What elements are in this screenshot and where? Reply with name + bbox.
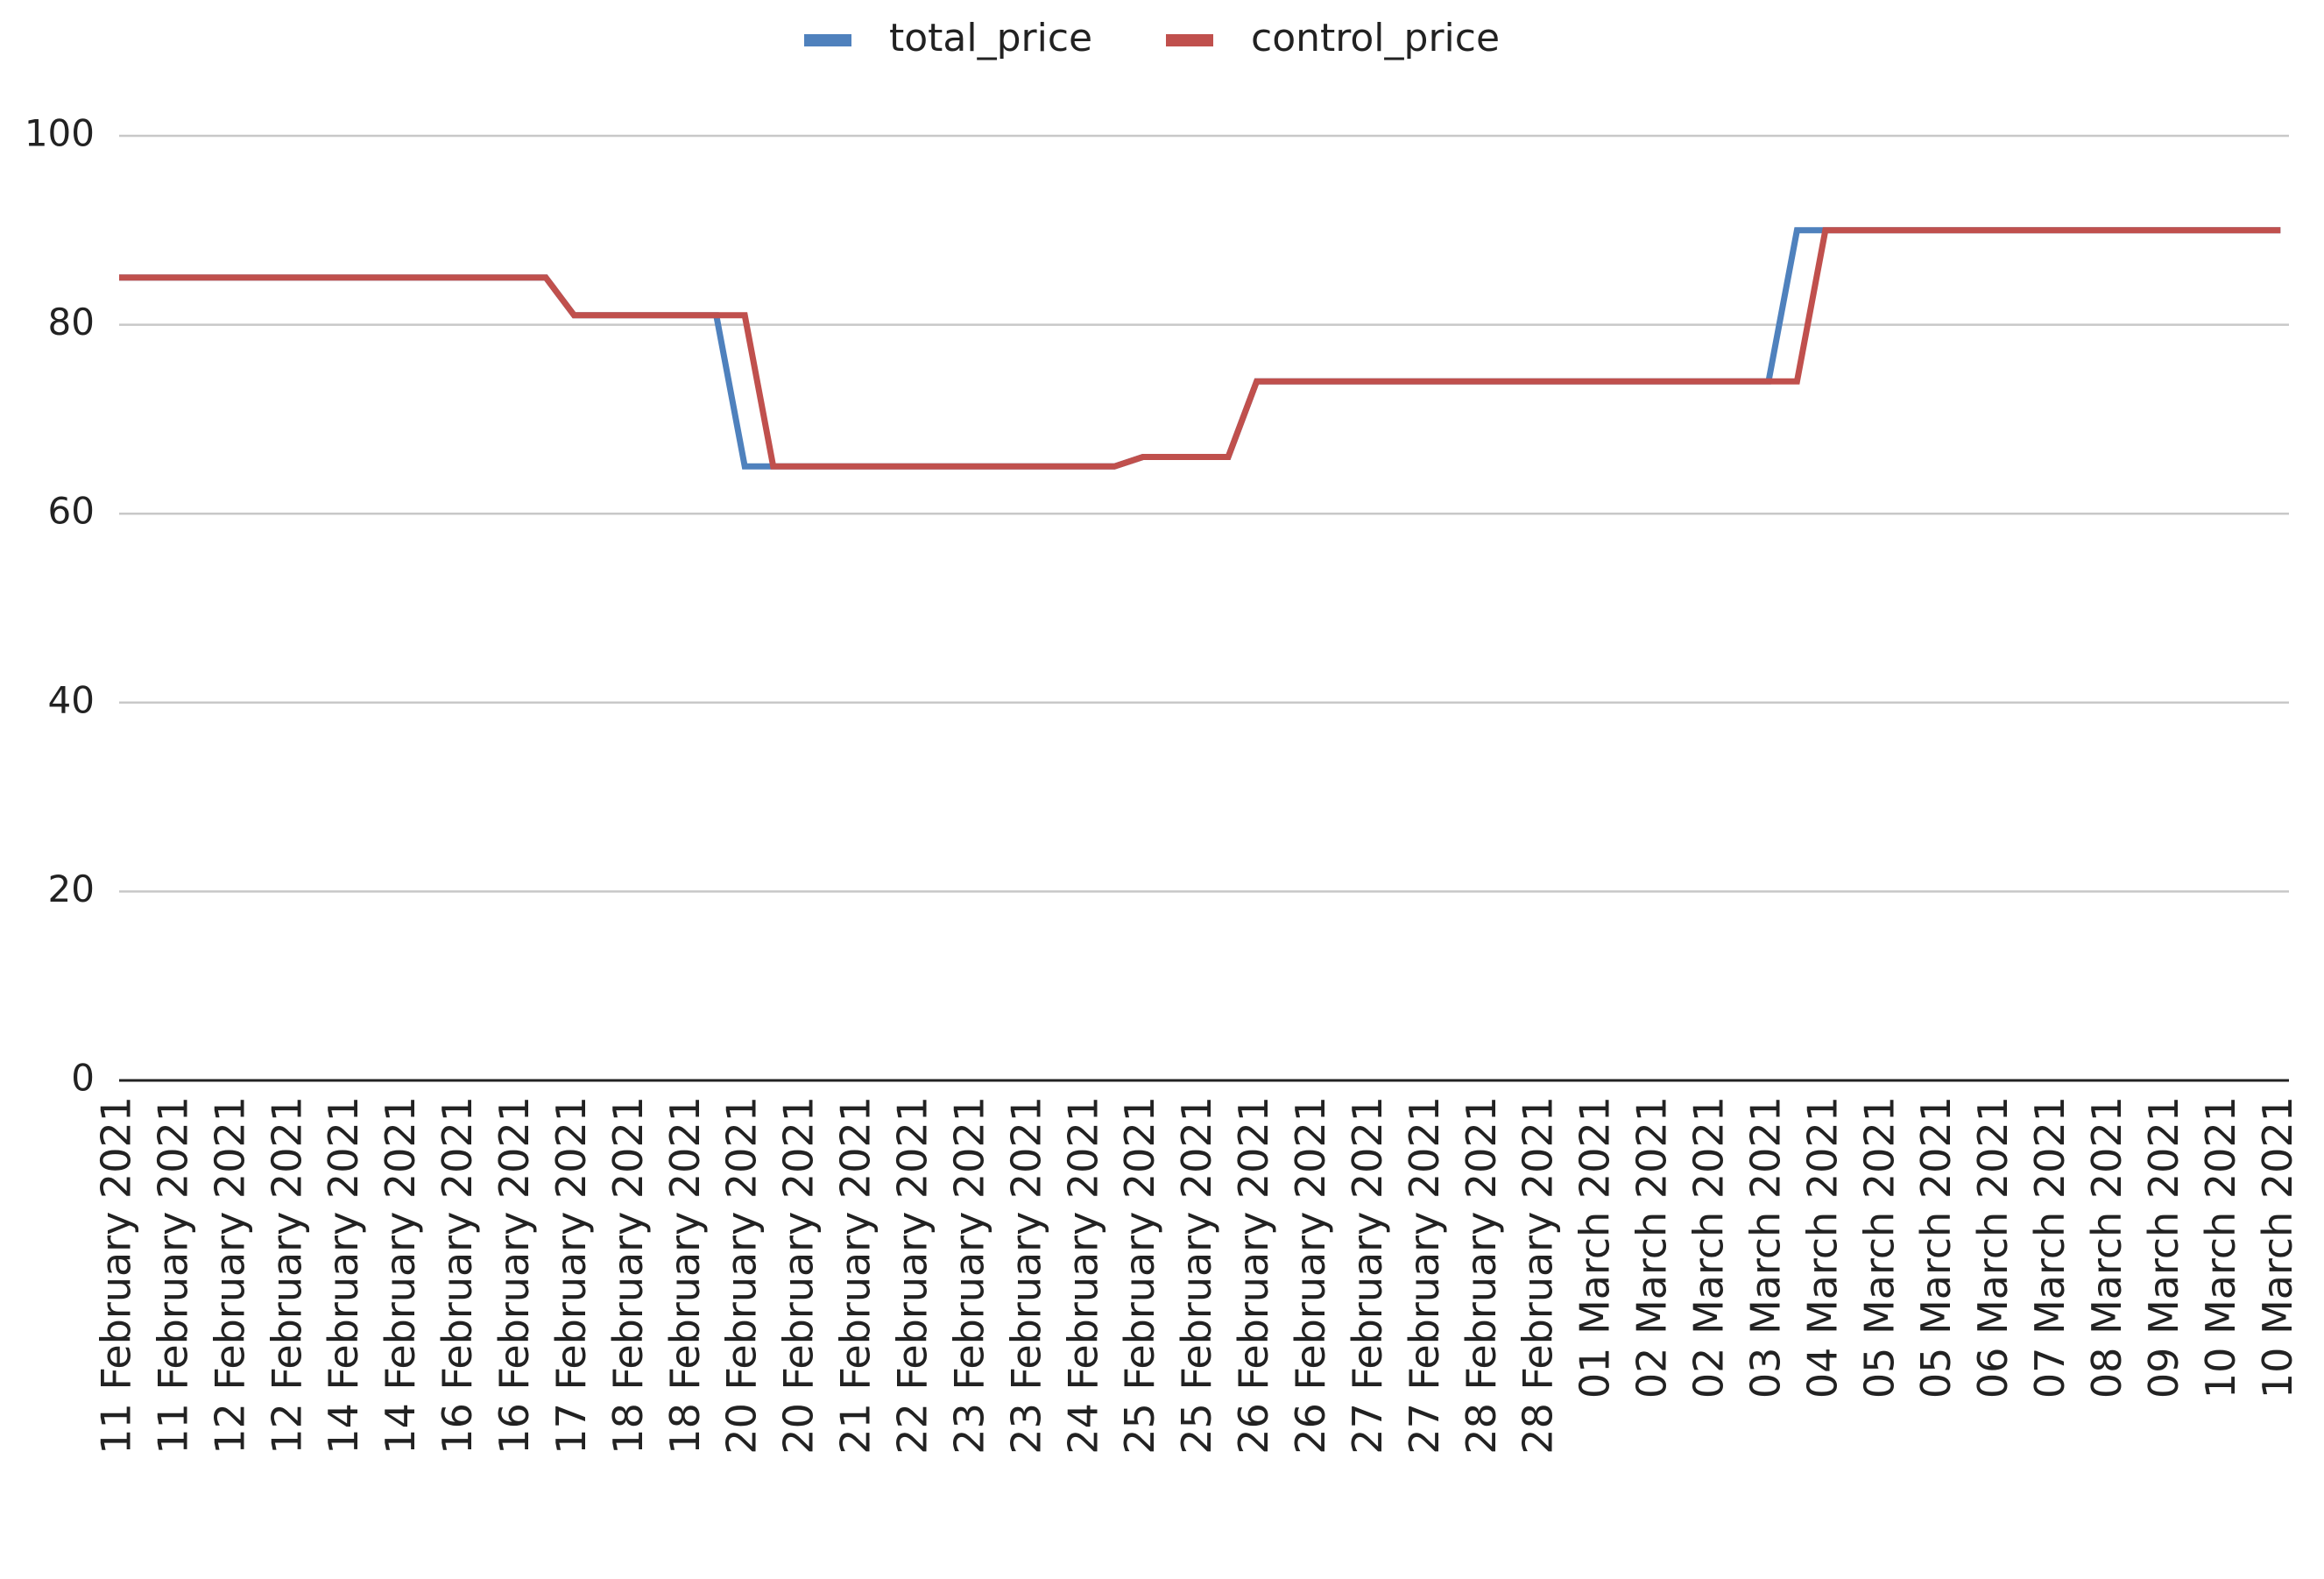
x-tick-label: 11 February 2021 bbox=[149, 1096, 196, 1455]
x-tick-label: 25 February 2021 bbox=[1173, 1096, 1220, 1455]
x-tick-label: 08 March 2021 bbox=[2083, 1096, 2130, 1398]
x-tick-label: 14 February 2021 bbox=[320, 1096, 367, 1455]
legend: total_price control_price bbox=[804, 16, 1500, 60]
x-tick-label: 10 March 2021 bbox=[2254, 1096, 2301, 1398]
x-tick-label: 26 February 2021 bbox=[1287, 1096, 1334, 1455]
y-tick-label: 80 bbox=[48, 301, 95, 343]
series-line bbox=[119, 227, 2281, 470]
x-tick-label: 23 February 2021 bbox=[945, 1096, 992, 1455]
x-tick-label: 12 February 2021 bbox=[263, 1096, 310, 1455]
x-tick-label: 27 February 2021 bbox=[1401, 1096, 1448, 1455]
series-line bbox=[119, 227, 2281, 470]
legend-label: total_price bbox=[889, 16, 1092, 60]
x-tick-label: 06 March 2021 bbox=[1969, 1096, 2017, 1398]
x-tick-label: 05 March 2021 bbox=[1912, 1096, 1960, 1398]
x-tick-label: 04 March 2021 bbox=[1798, 1096, 1846, 1398]
x-tick-label: 18 February 2021 bbox=[604, 1096, 652, 1455]
x-tick-label: 28 February 2021 bbox=[1515, 1096, 1562, 1455]
x-tick-label: 23 February 2021 bbox=[1002, 1096, 1049, 1455]
x-tick-label: 07 March 2021 bbox=[2026, 1096, 2073, 1398]
x-tick-label: 16 February 2021 bbox=[434, 1096, 481, 1455]
y-tick-label: 100 bbox=[25, 112, 95, 155]
x-tick-label: 24 February 2021 bbox=[1059, 1096, 1106, 1455]
x-tick-label: 14 February 2021 bbox=[377, 1096, 424, 1455]
y-tick-label: 0 bbox=[71, 1057, 95, 1100]
x-tick-label: 26 February 2021 bbox=[1230, 1096, 1277, 1455]
x-tick-label: 20 February 2021 bbox=[775, 1096, 823, 1455]
x-tick-label: 11 February 2021 bbox=[93, 1096, 140, 1455]
x-tick-label: 05 March 2021 bbox=[1855, 1096, 1903, 1398]
x-tick-label: 28 February 2021 bbox=[1458, 1096, 1505, 1455]
x-tick-label: 21 February 2021 bbox=[832, 1096, 879, 1455]
x-tick-label: 18 February 2021 bbox=[661, 1096, 709, 1455]
x-tick-label: 03 March 2021 bbox=[1741, 1096, 1789, 1398]
x-tick-label: 02 March 2021 bbox=[1685, 1096, 1732, 1398]
x-tick-label: 22 February 2021 bbox=[888, 1096, 936, 1455]
x-tick-label: 02 March 2021 bbox=[1628, 1096, 1676, 1398]
x-tick-label: 01 March 2021 bbox=[1572, 1096, 1619, 1398]
x-tick-label: 25 February 2021 bbox=[1116, 1096, 1163, 1455]
legend-swatch bbox=[804, 34, 851, 46]
x-tick-label: 17 February 2021 bbox=[547, 1096, 595, 1455]
x-tick-label: 10 March 2021 bbox=[2197, 1096, 2244, 1398]
legend-label: control_price bbox=[1251, 16, 1500, 60]
y-tick-label: 20 bbox=[48, 867, 95, 910]
x-tick-label: 20 February 2021 bbox=[718, 1096, 766, 1455]
x-tick-label: 27 February 2021 bbox=[1344, 1096, 1391, 1455]
x-tick-label: 16 February 2021 bbox=[491, 1096, 538, 1455]
y-tick-label: 60 bbox=[48, 490, 95, 533]
x-tick-label: 12 February 2021 bbox=[206, 1096, 253, 1455]
legend-swatch bbox=[1166, 34, 1213, 46]
y-tick-label: 40 bbox=[48, 678, 95, 721]
x-tick-label: 09 March 2021 bbox=[2140, 1096, 2187, 1398]
